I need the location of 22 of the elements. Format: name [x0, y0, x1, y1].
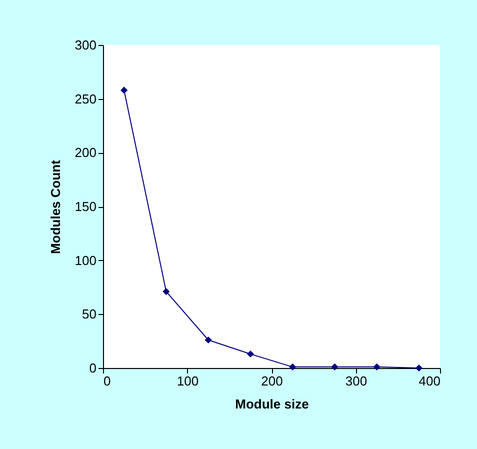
y-tick-label: 200 — [74, 145, 96, 160]
point — [289, 363, 296, 370]
x-tick-label: 100 — [176, 374, 199, 388]
y-tick-label: 150 — [74, 199, 96, 214]
point — [415, 364, 422, 372]
y-tick-label: 100 — [74, 252, 96, 268]
x-tick-label: 0 — [104, 374, 111, 388]
x-axis-title: Module size — [235, 396, 309, 412]
point — [373, 363, 380, 370]
y-tick-label: 300 — [74, 38, 96, 52]
x-tick-label: 200 — [261, 374, 283, 388]
y-tick-label: 250 — [74, 91, 96, 106]
point — [204, 336, 212, 344]
x-tick-label: 400 — [418, 374, 440, 388]
point — [331, 363, 338, 370]
x-tick-label: 300 — [345, 374, 368, 388]
y-tick-label: 50 — [82, 306, 96, 322]
point — [246, 350, 254, 358]
y-tick-label: 0 — [89, 360, 96, 376]
point — [162, 288, 170, 296]
point — [120, 86, 128, 94]
y-axis-title: Modules Count — [48, 159, 63, 254]
